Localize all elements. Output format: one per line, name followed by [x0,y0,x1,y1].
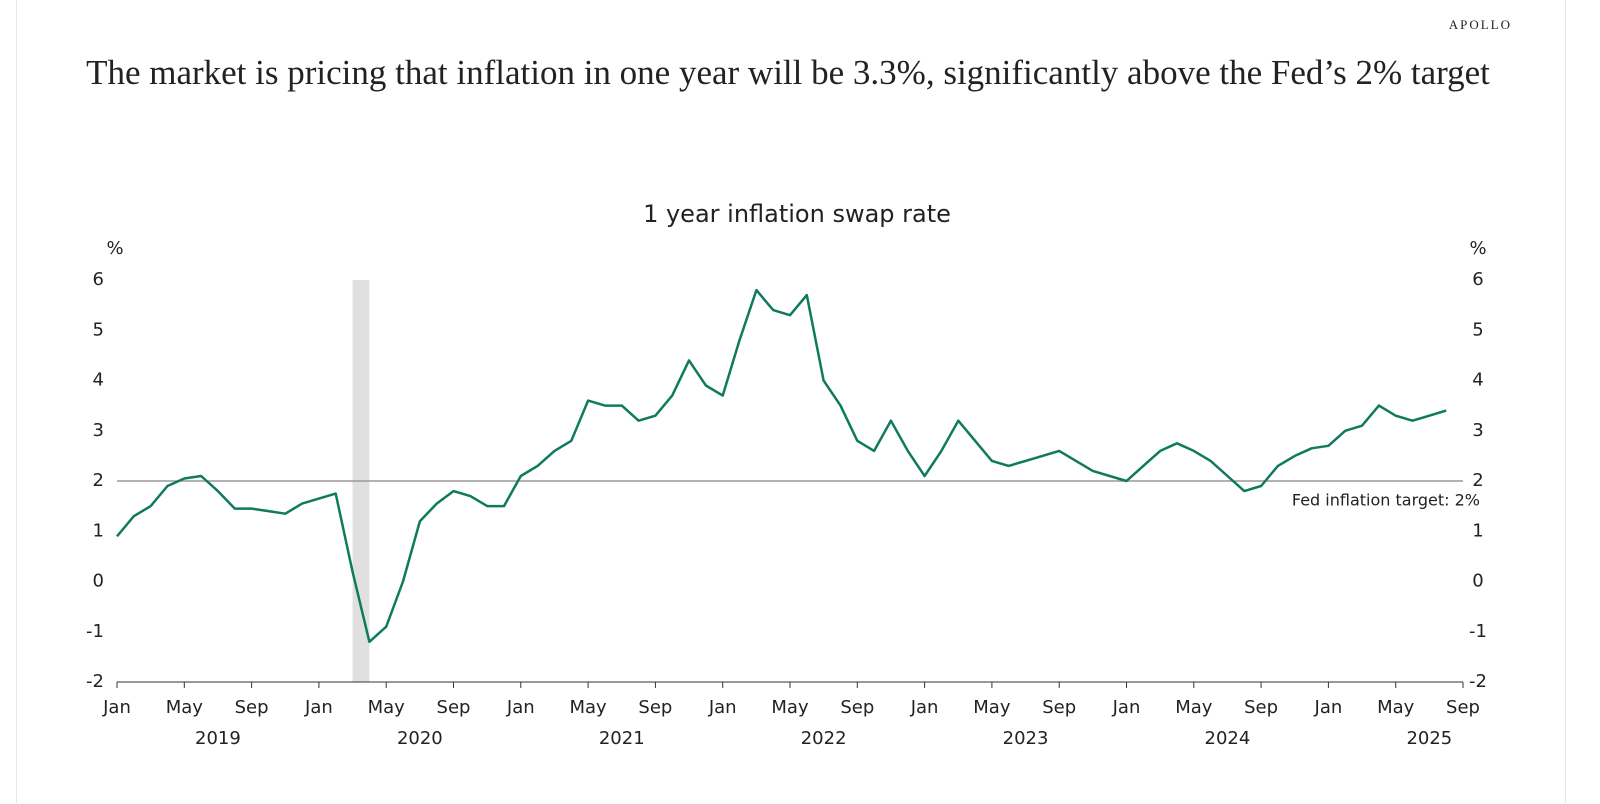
y-tick-label: 3 [93,420,104,441]
y-tick-label: 0 [93,571,104,592]
x-tick-label: Jan [304,697,333,718]
chart-title: 1 year inflation swap rate [643,200,951,228]
y-unit: % [106,238,123,259]
x-tick-label: May [1377,697,1415,718]
year-label: 2019 [195,728,241,749]
x-tick-label: Sep [1244,697,1278,718]
x-tick-label: Jan [102,697,131,718]
x-tick-label: May [166,697,204,718]
y2-tick-label: 5 [1472,319,1483,340]
y2-tick-label: 1 [1472,520,1483,541]
y-tick-label: 2 [93,470,104,491]
y-tick-label: 5 [93,319,104,340]
reference-label: Fed inflation target: 2% [1292,491,1480,510]
x-tick-label: May [771,697,809,718]
brand: APOLLO [1449,17,1512,32]
y-tick-label: 6 [93,269,104,290]
y2-tick-label: 0 [1472,571,1483,592]
x-tick-label: Jan [506,697,535,718]
x-tick-label: Sep [437,697,471,718]
y2-tick-label: 6 [1472,269,1483,290]
year-label: 2022 [801,728,847,749]
card [16,0,1566,803]
x-tick-label: Jan [1314,697,1343,718]
x-tick-label: Sep [840,697,874,718]
y-tick-label: -2 [86,671,104,692]
x-tick-label: Jan [1112,697,1141,718]
y2-tick-label: -2 [1469,671,1487,692]
x-tick-label: Jan [910,697,939,718]
y2-tick-label: 2 [1472,470,1483,491]
year-label: 2020 [397,728,443,749]
y2-tick-label: 3 [1472,420,1483,441]
y2-unit: % [1469,238,1486,259]
y-tick-label: 1 [93,520,104,541]
x-tick-label: May [1175,697,1213,718]
headline: The market is pricing that inflation in … [86,53,1490,92]
x-tick-label: Sep [235,697,269,718]
y2-tick-label: -1 [1469,621,1487,642]
y2-tick-label: 4 [1472,370,1483,391]
x-tick-label: May [368,697,406,718]
y-tick-label: -1 [86,621,104,642]
year-label: 2021 [599,728,645,749]
x-tick-label: Sep [1446,697,1480,718]
year-label: 2023 [1003,728,1049,749]
line-series [116,288,1447,644]
x-tick-label: Sep [1042,697,1076,718]
x-tick-label: Jan [708,697,737,718]
y-tick-label: 4 [93,370,104,391]
x-tick-label: Sep [638,697,672,718]
x-tick-label: May [973,697,1011,718]
year-label: 2025 [1406,728,1452,749]
x-tick-label: May [569,697,607,718]
year-label: 2024 [1205,728,1251,749]
